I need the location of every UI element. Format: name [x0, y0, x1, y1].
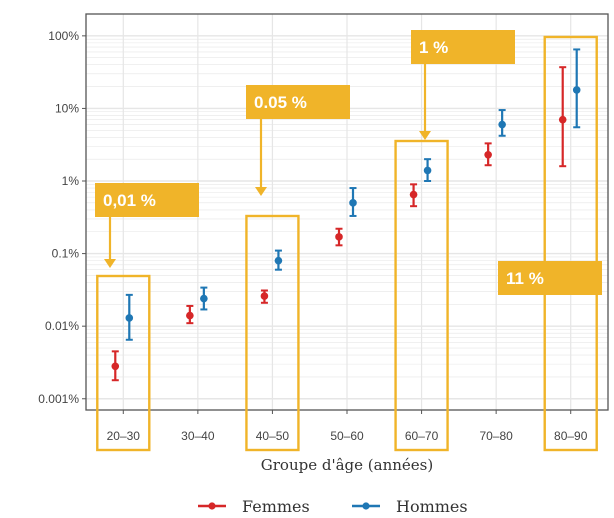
x-tick-label: 20–30	[107, 429, 141, 443]
data-points	[111, 86, 581, 371]
callout-label: 1 %	[419, 38, 448, 57]
x-tick-label: 80–90	[554, 429, 588, 443]
callout-box	[498, 261, 602, 295]
callout-box	[95, 183, 199, 217]
point-hommes	[423, 166, 432, 175]
x-axis-title: Groupe d'âge (années)	[261, 456, 433, 474]
y-tick-label: 0.1%	[52, 247, 80, 261]
y-tick-label: 0.001%	[38, 392, 79, 406]
x-tick-labels: 20–30 30–40 40–50 50–60 60–70 70–80 80–90	[107, 410, 588, 443]
callout-label: 11 %	[506, 269, 544, 288]
highlight-box	[96, 274, 151, 452]
callout-box	[411, 30, 515, 64]
point-femmes	[186, 311, 194, 320]
highlight-box	[394, 139, 449, 452]
point-hommes	[349, 199, 357, 207]
point-femmes	[111, 362, 120, 371]
callout-arrowhead	[419, 131, 431, 140]
legend-label-hommes: Hommes	[396, 497, 468, 516]
point-hommes	[498, 120, 506, 129]
highlight-box	[245, 214, 300, 452]
point-hommes	[200, 294, 208, 303]
point-hommes	[572, 86, 581, 94]
legend-label-femmes: Femmes	[242, 497, 310, 516]
y-tick-labels: 0.001% 0.01% 0.1% 1% 10% 100%	[38, 29, 86, 406]
plot-panel-border	[85, 13, 609, 411]
callout-arrowhead	[104, 259, 116, 268]
x-tick-label: 60–70	[405, 429, 439, 443]
y-tick-label: 10%	[55, 101, 79, 115]
point-hommes	[274, 256, 283, 265]
callouts: 0,01 % 0.05 % 1 % 11 %	[95, 30, 602, 295]
legend: Femmes Hommes	[198, 497, 468, 516]
point-femmes	[409, 190, 418, 199]
x-tick-label: 30–40	[181, 429, 215, 443]
point-femmes	[558, 115, 567, 124]
callout-box	[246, 85, 350, 119]
callout-label: 0.05 %	[254, 93, 307, 112]
point-femmes	[335, 233, 343, 241]
y-tick-label: 1%	[62, 174, 80, 188]
point-hommes	[125, 314, 134, 322]
x-tick-label: 40–50	[256, 429, 290, 443]
point-femmes	[260, 292, 269, 300]
y-tick-label: 0.01%	[45, 319, 79, 333]
y-tick-label: 100%	[48, 29, 79, 43]
x-tick-label: 70–80	[479, 429, 513, 443]
point-femmes	[484, 150, 492, 159]
highlight-box	[543, 35, 598, 452]
highlight-boxes	[96, 35, 598, 452]
x-tick-label: 50–60	[330, 429, 364, 443]
legend-marker-femmes	[208, 502, 216, 510]
legend-marker-hommes	[362, 502, 370, 510]
callout-arrowhead	[255, 187, 267, 196]
callout-label: 0,01 %	[103, 191, 156, 210]
